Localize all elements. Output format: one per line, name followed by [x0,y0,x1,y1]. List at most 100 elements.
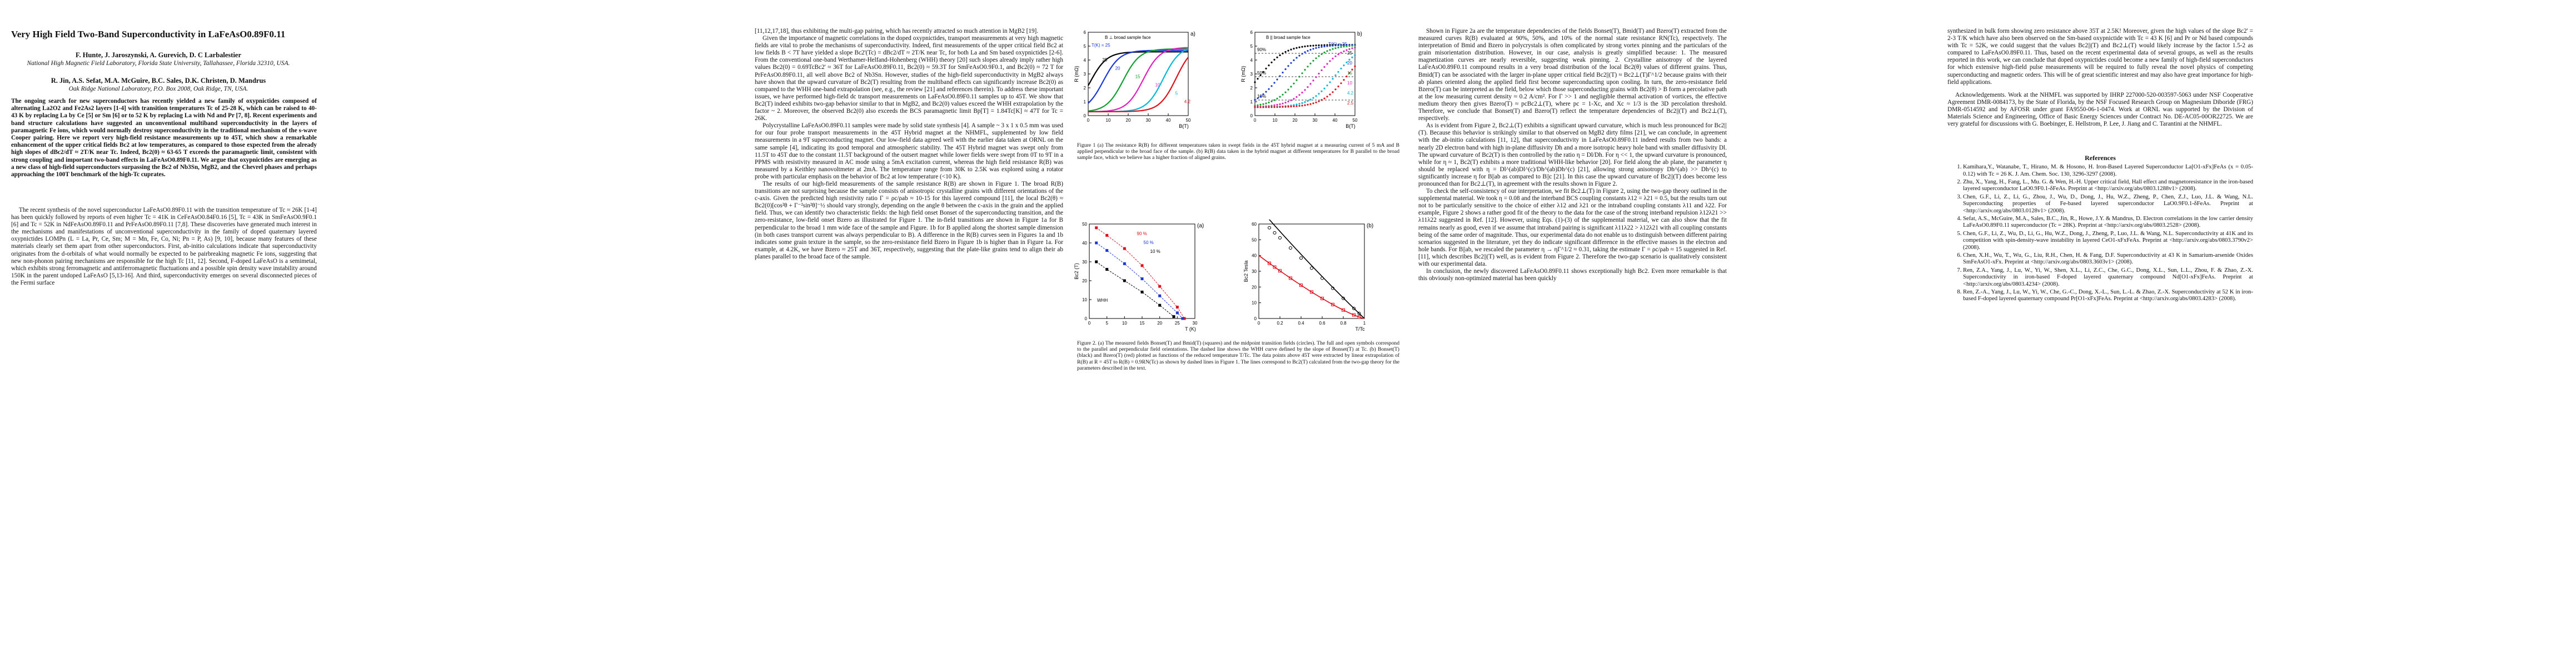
data-curve [1088,51,1188,86]
y-tick-label: 1 [1250,99,1253,104]
x-tick-label: 0.4 [1298,321,1304,326]
data-point [1290,86,1292,88]
data-point [1340,44,1342,46]
data-point [1340,67,1342,69]
data-curve [1088,49,1188,104]
data-point [1095,260,1098,263]
page2-column-3: Shown in Figure 2a are the temperature d… [1418,28,1727,282]
data-point [1293,47,1295,50]
data-point [1312,97,1314,99]
data-point [1312,59,1314,62]
data-point [1298,54,1301,57]
data-point [1331,286,1334,290]
reference-item: Kamihara,Y., Watanabe, T., Hirano, M. & … [1963,164,2253,178]
data-point [1265,106,1267,108]
data-point [1284,51,1287,53]
data-point [1354,54,1356,56]
data-point [1289,246,1292,250]
figure-1-caption: Figure 1 (a) The resistance R(B) for dif… [1077,142,1399,161]
data-point [1273,104,1275,106]
data-point [1354,44,1356,47]
data-point [1095,241,1098,245]
data-point [1284,102,1287,104]
data-point [1329,49,1331,51]
data-point [1342,308,1345,312]
data-point [1293,82,1295,84]
data-point [1276,56,1278,58]
data-point [1284,68,1287,71]
x-tick-label: 0 [1087,118,1090,123]
data-point [1262,103,1264,105]
data-point [1105,249,1109,252]
data-point [1323,97,1326,99]
reference-item: Chen, G.F., Li, Z., Li, G., Zhou, J., Wu… [1963,194,2253,215]
data-point [1321,44,1323,46]
data-point [1307,45,1309,47]
y-tick-label: 0 [1085,316,1088,321]
data-point [1158,303,1162,307]
paragraph: [11,12,17,18], thus exhibiting the multi… [755,28,1039,34]
x-tick-label: 20 [1293,118,1298,123]
data-point [1337,46,1339,49]
data-point [1326,50,1328,52]
data-point [1354,65,1356,67]
data-point [1309,83,1312,85]
x-tick-label: 50 [1353,118,1358,123]
data-point [1326,96,1328,98]
reference-item: Chen, G.F., Li, Z., Wu, D., Li, G., Hu, … [1963,231,2253,251]
paragraph: The recent synthesis of the novel superc… [11,207,317,286]
data-point [1309,62,1312,64]
data-point [1323,51,1326,53]
y-tick-label: 3 [1250,72,1253,77]
data-point [1259,95,1262,97]
x-tick-label: 0 [1254,118,1257,123]
data-point [1315,76,1317,78]
data-point [1301,46,1303,48]
series-line [1096,227,1185,319]
data-point [1343,50,1345,52]
percent-label: 90% [1257,47,1266,52]
y-tick-label: 30 [1082,260,1087,265]
data-point [1346,49,1348,51]
data-point [1265,91,1267,93]
data-point [1293,105,1295,107]
data-point [1268,226,1271,230]
data-point [1301,102,1303,104]
curve-temperature: 10 [1347,81,1352,86]
y-tick-label: 30 [1252,269,1257,274]
y-axis-label: Bc2 (T) [1074,263,1079,280]
y-tick-label: 4 [1250,58,1253,63]
data-point [1307,49,1309,52]
percent-label: 50% [1257,71,1266,76]
data-point [1309,98,1312,101]
paragraph: synthesized in bulk form showing zero re… [1947,28,2253,86]
x-tick-label: 30 [1193,321,1198,326]
x-tick-label: 0.6 [1319,321,1326,326]
curve-temperature: 20 [1347,61,1352,66]
data-point [1293,98,1295,100]
data-point [1273,231,1277,235]
reference-item: Ren, Z.A., Yang, J., Lu, W., Yi, W., She… [1963,267,2253,288]
data-point [1318,100,1320,102]
x-tick-label: 25 [1175,321,1180,326]
data-point [1307,103,1309,106]
x-tick-label: 10 [1106,118,1111,123]
data-point [1282,93,1284,96]
reference-item: Ren, Z.-A., Yang, J., Lu, W., Yi, W., Ch… [1963,289,2253,303]
data-point [1351,68,1353,71]
data-point [1332,91,1334,93]
data-point [1348,58,1351,61]
figure-2-caption: Figure 2. (a) The measured fields Bonset… [1077,340,1399,371]
data-point [1334,47,1337,49]
paragraph: As is evident from Figure 2, Bc2⊥(T) exh… [1418,122,1727,187]
data-point [1259,74,1262,77]
data-point [1296,79,1298,81]
data-point [1357,315,1361,319]
data-point [1326,45,1328,47]
data-point [1332,78,1334,80]
data-point [1321,296,1324,300]
data-point [1262,106,1264,108]
data-point [1259,106,1262,108]
data-point [1315,95,1317,97]
paragraph: Shown in Figure 2a are the temperature d… [1418,28,1727,122]
